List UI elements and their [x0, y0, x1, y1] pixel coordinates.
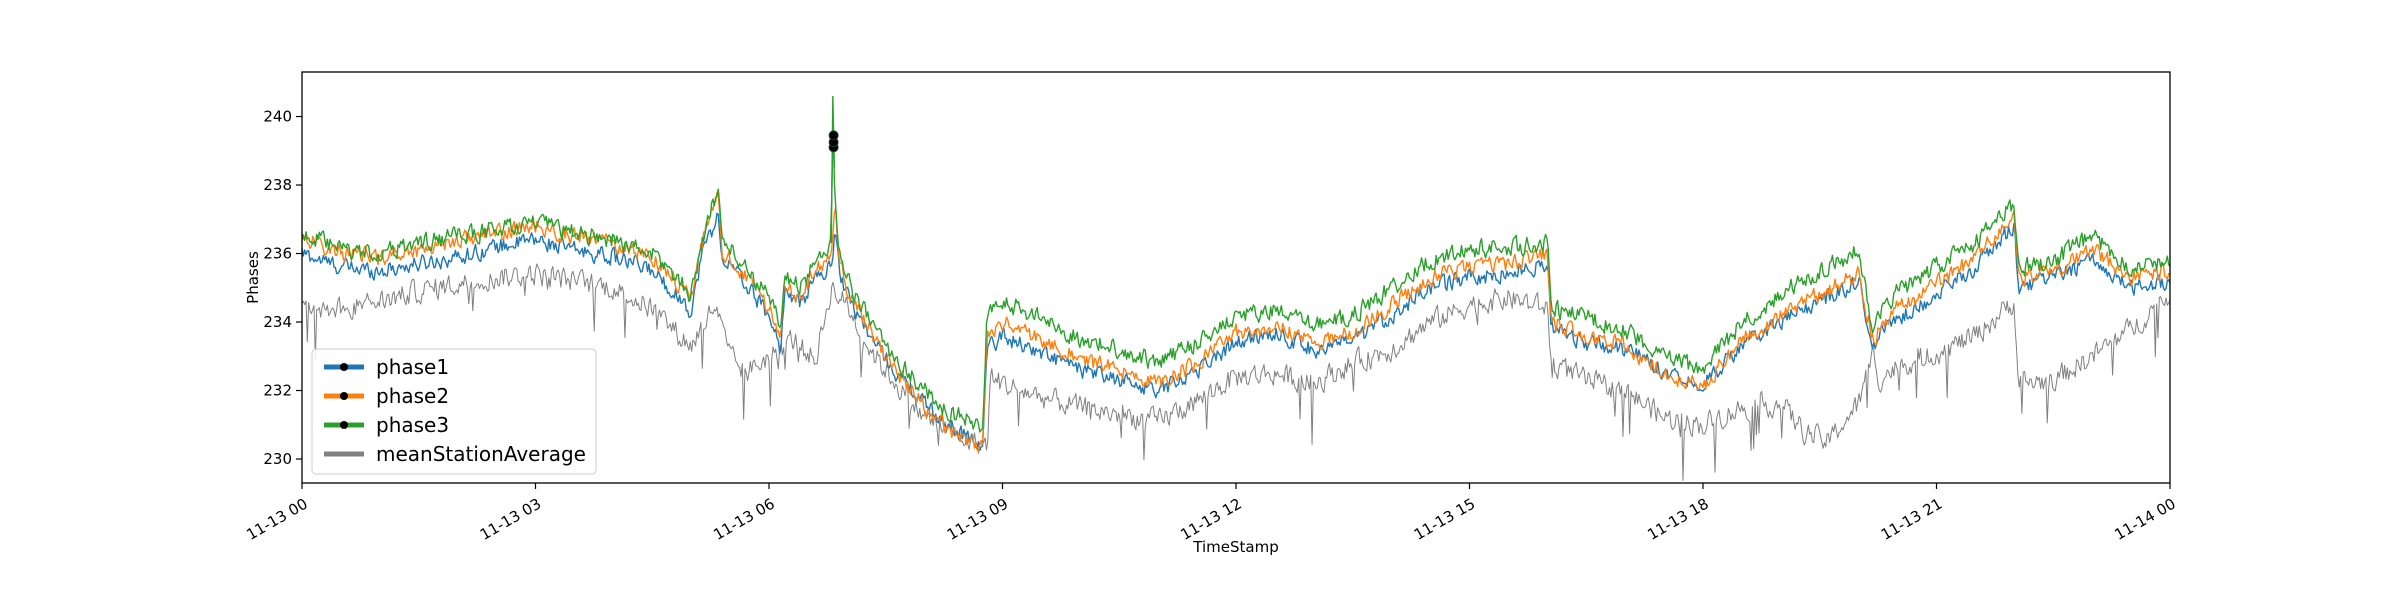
y-tick-label: 238: [263, 176, 292, 194]
y-tick-label: 230: [263, 450, 292, 468]
legend-label: phase1: [376, 355, 449, 379]
marker-layer: [828, 130, 839, 153]
legend: phase1 phase2 phase3 meanStationAverage: [311, 348, 597, 475]
legend-box: [311, 348, 597, 475]
series-line-phase3: [302, 117, 2170, 433]
legend-marker: [340, 392, 348, 400]
y-tick-label: 236: [263, 245, 292, 263]
legend-marker: [340, 421, 348, 429]
legend-item-phase2: phase2: [324, 384, 449, 408]
legend-label: phase3: [376, 413, 449, 437]
x-axis-label: TimeStamp: [1192, 538, 1278, 556]
y-tick-label: 232: [263, 382, 292, 400]
legend-item-phase3: phase3: [324, 413, 449, 437]
y-tick-label: 234: [263, 313, 292, 331]
legend-marker: [340, 363, 348, 371]
series-line-meanStationAverage: [302, 263, 2170, 481]
legend-label: phase2: [376, 384, 449, 408]
y-axis-label: Phases: [244, 251, 262, 304]
legend-label: meanStationAverage: [376, 442, 586, 466]
plot-area: [301, 71, 2171, 484]
series-layer: [302, 95, 2170, 481]
series-line-phase1: [302, 212, 2170, 451]
y-tick-label: 240: [263, 108, 292, 126]
legend-item-meanStationAverage: meanStationAverage: [324, 442, 586, 466]
legend-item-phase1: phase1: [324, 355, 449, 379]
marker-phase3: [828, 130, 839, 141]
y-axis: 230 232 234 236 238 240: [263, 108, 302, 468]
series-line-phase2: [302, 191, 2170, 453]
